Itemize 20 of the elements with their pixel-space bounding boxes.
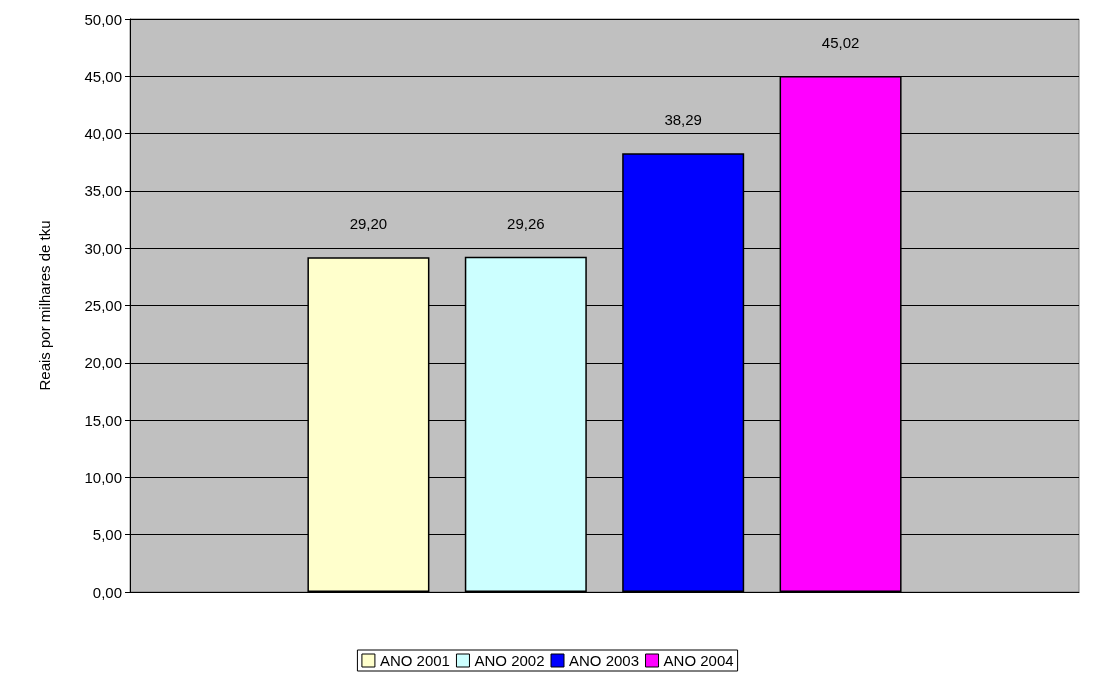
y-axis-title: Reais por milhares de tku — [36, 220, 53, 391]
legend-label: ANO 2002 — [474, 652, 545, 669]
data-label: 38,29 — [664, 111, 702, 129]
y-tick-label: 25,00 — [84, 297, 122, 314]
data-label: 45,02 — [821, 34, 860, 52]
y-tick-label: 0,00 — [92, 583, 122, 601]
y-tick-label: 35,00 — [84, 182, 122, 200]
legend-label: ANO 2004 — [663, 652, 734, 669]
legend-label: ANO 2003 — [569, 652, 640, 669]
data-label: 29,20 — [349, 215, 388, 233]
y-tick-label: 20,00 — [84, 354, 122, 372]
y-tick-label: 10,00 — [84, 468, 122, 486]
y-tick-label: 30,00 — [84, 239, 122, 257]
y-tick-label: 5,00 — [92, 526, 122, 544]
y-tick-label: 15,00 — [84, 411, 122, 429]
y-tick-label: 45,00 — [84, 67, 122, 85]
y-tick-label: 50,00 — [84, 10, 122, 28]
data-label: 29,26 — [507, 214, 545, 232]
legend-label: ANO 2001 — [379, 652, 450, 669]
y-tick-label: 40,00 — [84, 125, 122, 143]
